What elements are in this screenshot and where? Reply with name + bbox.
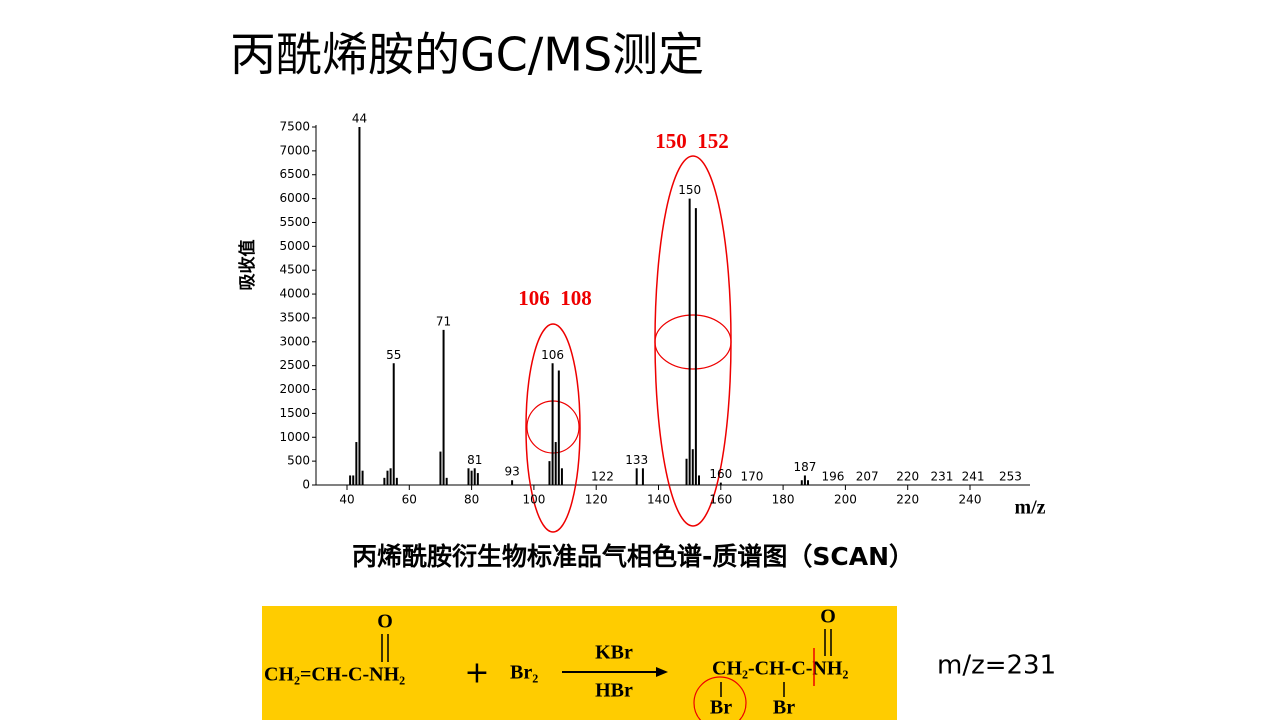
y-tick-label: 6500 [279, 167, 310, 181]
annotation: 106 108 [518, 286, 592, 310]
peak-label: 170 [740, 470, 763, 484]
bromine: Br [773, 697, 795, 719]
chart-caption: 丙烯酰胺衍生物标准品气相色谱-质谱图（SCAN） [352, 542, 914, 571]
y-tick-label: 3500 [279, 310, 310, 324]
peak-label: 160 [709, 467, 732, 481]
product: CH₂-CH-C-NH₂ [712, 658, 848, 680]
spectrum-plot: 吸收值 m/z 106 108 150 152 0 500 1000 1500 2000… [237, 112, 1046, 533]
peak-label: 122 [591, 470, 614, 484]
mz-note: m/z=231 [937, 651, 1056, 681]
y-tick-label: 0 [302, 478, 310, 492]
peak-label: 71 [436, 314, 451, 328]
y-tick-label: 3000 [279, 334, 310, 348]
y-tick-label: 7000 [279, 143, 310, 157]
bromine: Br [710, 697, 732, 719]
y-tick-label: 1500 [279, 406, 310, 420]
arrow-condition: HBr [595, 680, 633, 702]
plus: + [464, 656, 489, 691]
x-tick-label: 180 [772, 493, 795, 507]
peak-label: 44 [352, 112, 367, 126]
peak-label: 241 [962, 470, 985, 484]
peak-label: 187 [793, 460, 816, 474]
y-tick-label: 5000 [279, 239, 310, 253]
x-tick-label: 60 [402, 493, 417, 507]
y-tick-label: 500 [287, 454, 310, 468]
x-tick-label: 40 [339, 493, 354, 507]
peak-label: 196 [821, 470, 844, 484]
peak-label: 231 [931, 470, 954, 484]
x-tick-label: 240 [959, 493, 982, 507]
x-tick-label: 120 [585, 493, 608, 507]
carbonyl-o: O [377, 611, 393, 633]
x-tick-label: 140 [647, 493, 670, 507]
y-tick-label: 5500 [279, 215, 310, 229]
peak-label: 106 [541, 348, 564, 362]
y-tick-label: 2500 [279, 358, 310, 372]
y-tick-label: 2000 [279, 382, 310, 396]
reaction-background [262, 606, 897, 720]
x-axis-label: m/z [1014, 497, 1045, 519]
peak-label: 150 [678, 183, 701, 197]
peak-label: 220 [896, 470, 919, 484]
x-tick-label: 100 [522, 493, 545, 507]
x-tick-label: 220 [896, 493, 919, 507]
reaction-box: CH₂=CH-C-NH₂ O + Br₂ KBr HBr CH₂-CH-C-NH… [262, 606, 897, 720]
peak-label: 253 [999, 470, 1022, 484]
reagent: Br₂ [510, 662, 538, 684]
x-tick-label: 80 [464, 493, 479, 507]
x-tick-label: 200 [834, 493, 857, 507]
highlight-ellipse [525, 323, 581, 533]
y-axis-label: 吸收值 [237, 240, 258, 291]
reactant: CH₂=CH-C-NH₂ [264, 664, 405, 686]
peak-label: 93 [504, 465, 519, 479]
peak-label: 81 [467, 453, 482, 467]
peak-label: 133 [625, 453, 648, 467]
peak-label: 55 [386, 348, 401, 362]
highlight-ellipse [654, 314, 732, 370]
peak-label: 207 [856, 470, 879, 484]
annotation: 150 152 [655, 129, 729, 153]
arrow-condition: KBr [595, 642, 633, 664]
y-tick-label: 6000 [279, 191, 310, 205]
y-tick-label: 7500 [279, 120, 310, 134]
y-tick-label: 4500 [279, 263, 310, 277]
slide-title: 丙酰烯胺的GC/MS测定 [230, 28, 704, 82]
carbonyl-o: O [820, 606, 836, 628]
y-tick-label: 4000 [279, 287, 310, 301]
y-tick-label: 1000 [279, 430, 310, 444]
x-tick-label: 160 [709, 493, 732, 507]
